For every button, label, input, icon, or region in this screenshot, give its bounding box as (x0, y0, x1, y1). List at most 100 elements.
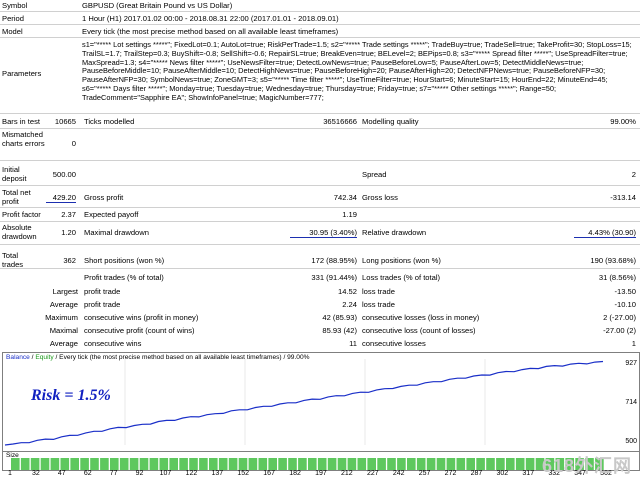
y-tick-mid: 714 (625, 399, 637, 406)
bars-value: 10665 (54, 117, 76, 126)
x-tick: 332 (548, 470, 561, 477)
long-value: 190 (93.68%) (590, 256, 636, 265)
chart-title: Balance / Equity / Every tick (the most … (6, 354, 309, 361)
size-bar (20, 458, 30, 470)
acl-label: consecutive losses (362, 339, 426, 348)
x-tick: 287 (470, 470, 483, 477)
size-bar (347, 458, 357, 470)
x-tick: 347 (574, 470, 586, 477)
quality-value: 99.00% (610, 117, 636, 126)
size-bar (317, 458, 327, 470)
mcw-label: consecutive wins (profit in money) (84, 313, 199, 322)
mcl-label: consecutive losses (loss in money) (362, 313, 480, 322)
payoff-value: 1.19 (342, 210, 357, 219)
lpt-label: profit trade (84, 287, 121, 296)
size-bar (595, 458, 604, 470)
long-label: Long positions (won %) (362, 256, 441, 265)
mclc-label: consecutive loss (count of losses) (362, 326, 476, 335)
size-bar (258, 458, 268, 470)
x-tick: 197 (315, 470, 327, 477)
size-bar (248, 458, 258, 470)
x-tick: 272 (444, 470, 457, 477)
size-bar (179, 458, 188, 470)
size-bar (565, 458, 574, 470)
size-bars (11, 458, 604, 470)
size-bar (199, 458, 208, 470)
size-bar (506, 458, 515, 470)
quality-label: Modelling quality (362, 117, 419, 126)
mcp-value: 85.93 (42) (322, 326, 357, 335)
grossloss-value: -313.14 (610, 193, 636, 202)
absdd-label: Absolute drawdown (2, 223, 37, 241)
absdd-value: 1.20 (61, 228, 76, 237)
size-bar (486, 458, 495, 470)
size-bar (456, 458, 466, 470)
x-tick: 362 (600, 470, 612, 477)
size-bar (377, 458, 386, 470)
ticks-value: 36516666 (323, 117, 357, 126)
lpt-value: 14.52 (337, 287, 357, 296)
size-bar (367, 458, 376, 470)
size-bar (80, 458, 89, 470)
symbol-label: Symbol (2, 1, 28, 10)
x-tick: 1 (8, 470, 12, 477)
x-tick: 257 (418, 470, 431, 477)
x-tick: 32 (32, 470, 40, 477)
size-bar (268, 458, 277, 470)
apt-value: 2.24 (342, 300, 357, 309)
size-bar (397, 458, 406, 470)
x-tick: 212 (341, 470, 353, 477)
grossprofit-value: 742.34 (333, 193, 357, 202)
spread-value: 2 (631, 170, 636, 179)
size-bar (416, 458, 426, 470)
size-bar (387, 458, 396, 470)
size-bar (288, 458, 297, 470)
deposit-label: Initial deposit (2, 165, 27, 183)
alt-value: -10.10 (614, 300, 636, 309)
ticks-label: Ticks modelled (84, 117, 135, 126)
size-bar (426, 458, 436, 470)
mclc-value: -27.00 (2) (603, 326, 636, 335)
grossloss-label: Gross loss (362, 193, 398, 202)
bars-label: Bars in test (2, 117, 40, 126)
size-bar (238, 458, 248, 470)
size-bar (357, 458, 367, 470)
size-bar (169, 458, 178, 470)
reldd-label: Relative drawdown (362, 228, 427, 237)
chart-title-sep: / (29, 354, 36, 361)
pf-value: 2.37 (61, 210, 76, 219)
size-bar (139, 458, 149, 470)
llt-value: -13.50 (614, 287, 636, 296)
y-tick-bottom: 500 (625, 438, 637, 445)
maximum-label: Maximum (45, 313, 78, 322)
size-panel: Size (2, 451, 640, 471)
x-tick: 302 (496, 470, 509, 477)
pf-label: Profit factor (2, 210, 41, 219)
x-tick: 122 (185, 470, 198, 477)
size-bar (525, 458, 535, 470)
size-bar (436, 458, 446, 470)
risk-annotation: Risk = 1.5% (31, 387, 111, 404)
size-bar (228, 458, 238, 470)
period-value: 1 Hour (H1) 2017.01.02 00:00 - 2018.08.3… (82, 14, 339, 23)
acl-value: 1 (631, 339, 636, 348)
average-label: Average (49, 300, 78, 309)
size-bar (90, 458, 99, 470)
size-bar (308, 458, 317, 470)
acw-label: consecutive wins (84, 339, 142, 348)
size-bar (466, 458, 475, 470)
largest-label: Largest (52, 287, 78, 296)
reldd-value: 4.43% (30.90) (574, 228, 636, 238)
size-bar (555, 458, 565, 470)
size-bar (50, 458, 60, 470)
x-tick: 77 (109, 470, 118, 477)
size-bar (407, 458, 416, 470)
size-bar (119, 458, 129, 470)
x-tick: 107 (159, 470, 172, 477)
size-bar (278, 458, 287, 470)
size-bar (585, 458, 594, 470)
x-tick: 92 (135, 470, 144, 477)
size-bar (129, 458, 139, 470)
size-bar (159, 458, 169, 470)
x-tick: 242 (392, 470, 405, 477)
